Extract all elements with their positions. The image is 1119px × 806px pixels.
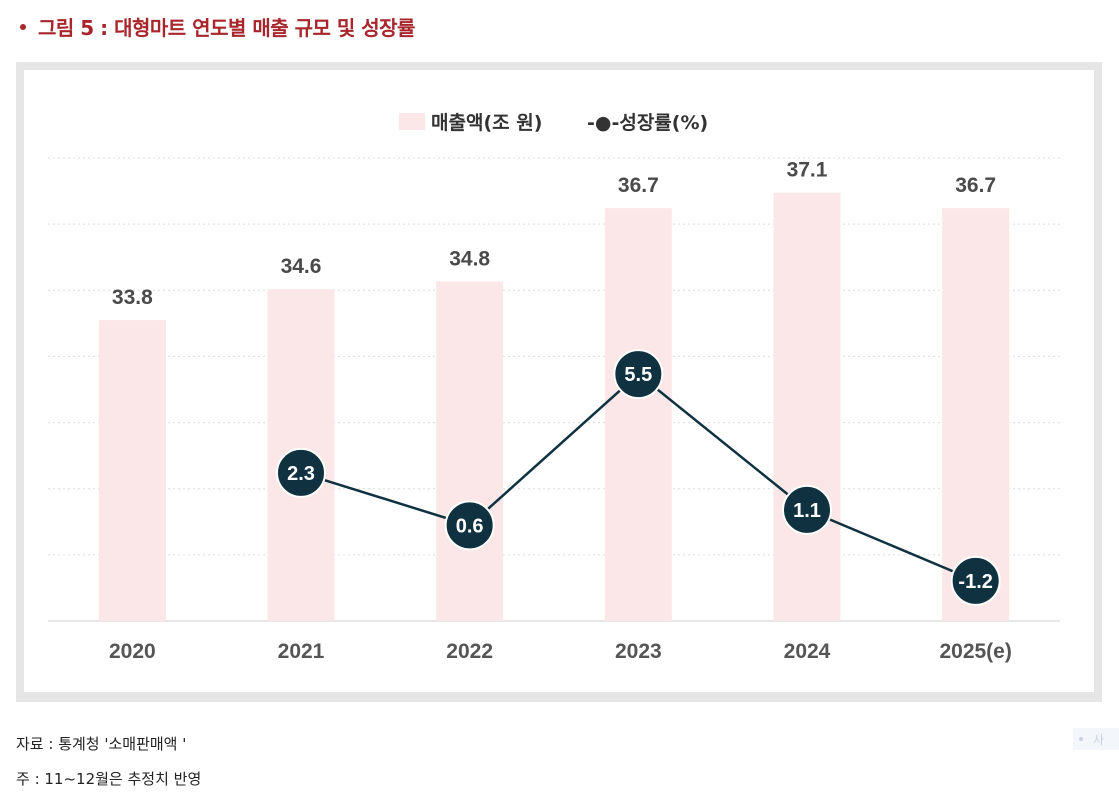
x-tick-label: 2023 <box>615 640 662 663</box>
x-tick-label: 2021 <box>278 640 325 663</box>
growth-point-label: 0.6 <box>456 515 484 537</box>
bar-label: 37.1 <box>787 159 828 182</box>
labels: 33.8 2020 34.6 2021 34.8 2022 36.7 2023 37.1 2024… <box>109 159 1012 663</box>
bar-2025(e) <box>942 208 1010 622</box>
growth-point <box>782 484 832 535</box>
chart: 2.3 0.6 5.5 1.1 -1.2 33.8 2020 34.6 2021 34.8 202… <box>48 112 1060 663</box>
growth-point <box>613 349 664 400</box>
gridlines <box>48 157 1060 622</box>
title-bullet-icon <box>20 23 26 30</box>
bar-label: 33.8 <box>112 286 153 309</box>
figure-title-text: 그림 5 : 대형마트 연도별 매출 규모 및 성장률 <box>38 16 415 40</box>
growth-point <box>444 500 495 551</box>
bar-label: 34.6 <box>281 255 322 278</box>
growth-point-label: 1.1 <box>793 500 821 522</box>
growth-point-label: -1.2 <box>958 571 992 593</box>
footnote: 주 : 11~12월은 추정치 반영 <box>16 770 202 788</box>
bar-label: 36.7 <box>618 174 659 197</box>
bar-2020 <box>98 320 166 621</box>
bar-2022 <box>436 281 504 621</box>
side-tab[interactable]: 사 <box>1073 728 1119 750</box>
bar-label: 36.7 <box>955 174 996 197</box>
legend-swatch-sales <box>399 113 425 130</box>
bar-2023 <box>604 208 672 622</box>
x-tick-label: 2024 <box>784 640 831 663</box>
x-tick-label: 2022 <box>446 640 493 663</box>
x-tick-label: 2020 <box>109 640 156 663</box>
legend-label-growth: -●-성장률(%) <box>587 112 708 134</box>
legend-label-sales: 매출액(조 원) <box>431 112 542 134</box>
growth-points: 2.3 0.6 5.5 1.1 -1.2 <box>276 349 1001 606</box>
bars <box>98 192 1010 622</box>
side-tab-dot-icon <box>1079 737 1083 741</box>
chart-panel: 2.3 0.6 5.5 1.1 -1.2 33.8 2020 34.6 2021 34.8 202… <box>24 70 1094 692</box>
bar-2024 <box>773 192 841 621</box>
side-tab-label: 사 <box>1093 732 1105 747</box>
growth-point <box>950 555 1001 606</box>
figure-title: 그림 5 : 대형마트 연도별 매출 규모 및 성장률 <box>20 12 415 41</box>
growth-point-label: 2.3 <box>287 463 315 485</box>
bar-label: 34.8 <box>449 247 490 270</box>
x-tick-label: 2025(e) <box>939 640 1011 663</box>
growth-point <box>276 447 326 498</box>
legend: 매출액(조 원) -●-성장률(%) <box>399 112 708 134</box>
growth-point-label: 5.5 <box>624 364 652 386</box>
source-note: 자료 : 통계청 '소매판매액 ' <box>16 735 187 753</box>
